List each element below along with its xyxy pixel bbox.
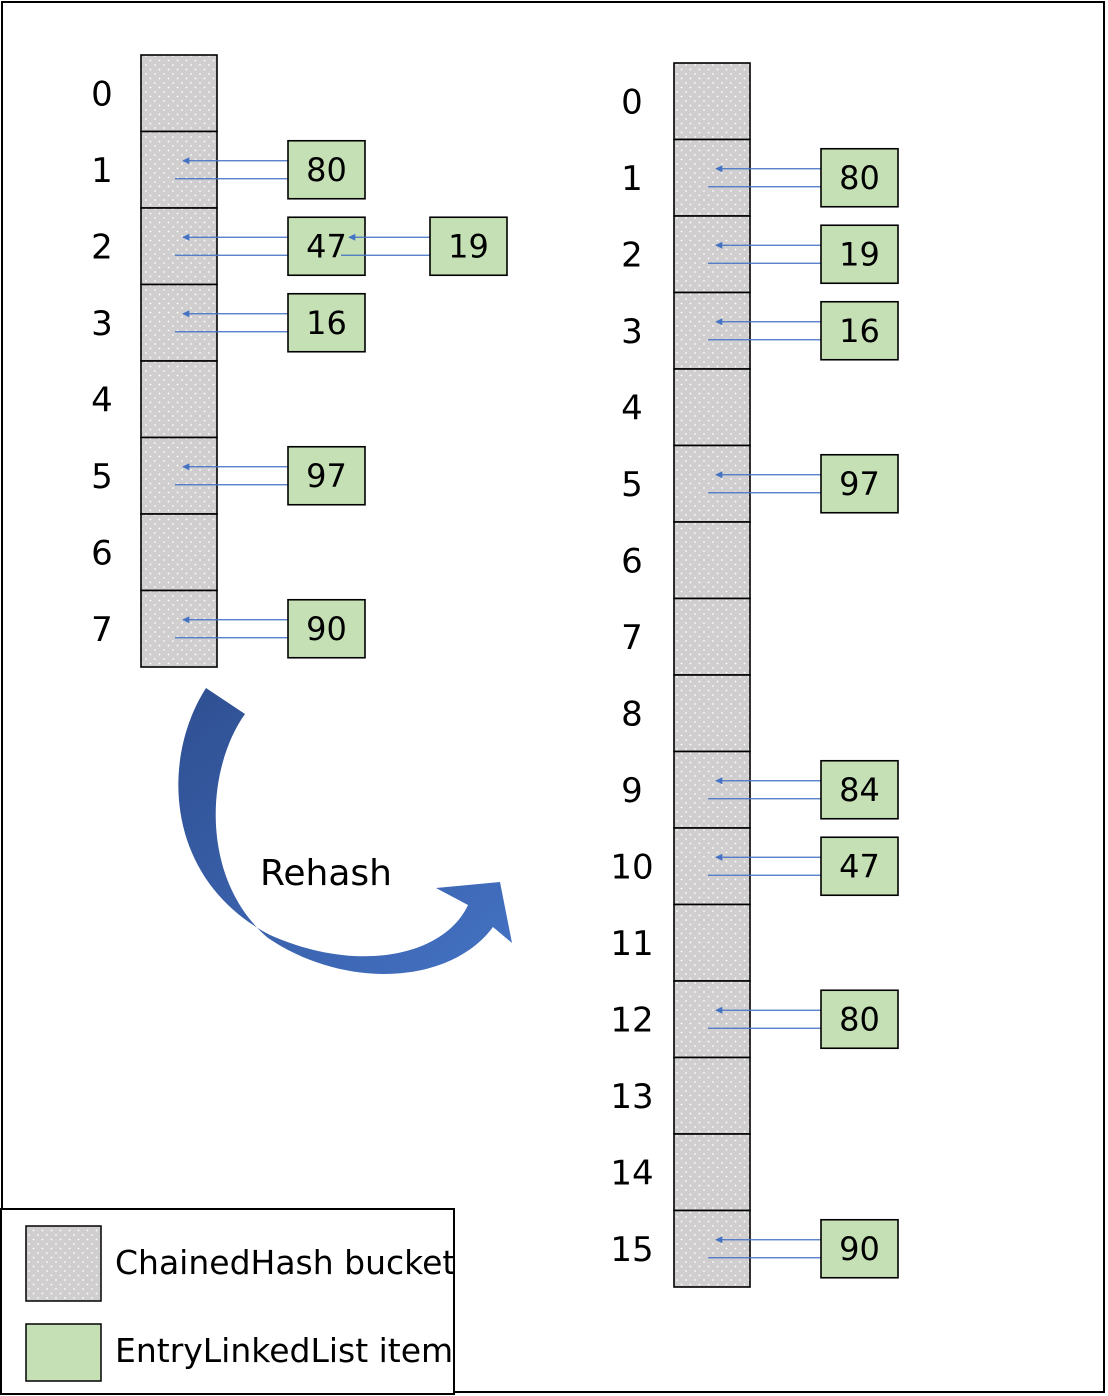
bucket-cell bbox=[673, 444, 751, 523]
list-item-value: 47 bbox=[306, 227, 347, 265]
list-item-value: 97 bbox=[306, 457, 347, 495]
bucket-index-label: 3 bbox=[91, 304, 113, 344]
bucket-cell bbox=[673, 827, 751, 906]
bucket-index-label: 9 bbox=[621, 771, 643, 811]
bucket-cell bbox=[673, 62, 751, 141]
bucket-index-label: 7 bbox=[91, 610, 113, 650]
bucket-cell bbox=[140, 207, 218, 286]
list-item-box bbox=[820, 147, 899, 208]
list-item-box bbox=[429, 216, 508, 277]
rehash-curved-arrow-icon bbox=[178, 688, 513, 974]
bucket-index-label: 15 bbox=[610, 1230, 653, 1270]
list-item-value: 90 bbox=[306, 610, 347, 648]
list-item-value: 80 bbox=[839, 1000, 880, 1038]
bucket-cell bbox=[673, 1133, 751, 1212]
legend-item-swatch bbox=[25, 1323, 102, 1382]
list-item-value: 16 bbox=[839, 312, 880, 350]
bucket-cell bbox=[673, 1056, 751, 1135]
bucket-index-label: 7 bbox=[621, 618, 643, 658]
bucket-cell bbox=[140, 54, 218, 133]
bucket-index-label: 1 bbox=[91, 151, 113, 191]
list-item-value: 84 bbox=[839, 771, 880, 809]
bucket-cell bbox=[140, 360, 218, 439]
bucket-index-label: 5 bbox=[91, 457, 113, 497]
bucket-index-label: 4 bbox=[621, 388, 643, 428]
legend: ChainedHash bucket EntryLinkedList item bbox=[0, 1208, 455, 1395]
bucket-cell bbox=[673, 750, 751, 829]
rehash-label: Rehash bbox=[260, 853, 392, 894]
bucket-index-label: 6 bbox=[91, 533, 113, 573]
legend-bucket-label: ChainedHash bucket bbox=[115, 1243, 455, 1282]
bucket-index-label: 0 bbox=[621, 82, 643, 122]
list-item-box bbox=[287, 445, 366, 506]
list-item-box bbox=[287, 139, 366, 200]
bucket-index-label: 11 bbox=[610, 924, 653, 964]
bucket-index-label: 4 bbox=[91, 380, 113, 420]
bucket-cell bbox=[673, 1209, 751, 1288]
bucket-cell bbox=[140, 436, 218, 515]
bucket-index-label: 6 bbox=[621, 541, 643, 581]
bucket-index-label: 8 bbox=[621, 694, 643, 734]
list-item-value: 16 bbox=[306, 304, 347, 342]
list-item-box bbox=[820, 989, 899, 1050]
bucket-cell bbox=[140, 513, 218, 592]
list-item-box bbox=[820, 836, 899, 897]
list-item-box bbox=[287, 216, 366, 277]
bucket-index-label: 2 bbox=[91, 227, 113, 267]
bucket-index-label: 0 bbox=[91, 74, 113, 114]
list-item-box bbox=[820, 1218, 899, 1279]
list-item-box bbox=[820, 300, 899, 361]
list-item-box bbox=[820, 759, 899, 820]
bucket-index-label: 3 bbox=[621, 312, 643, 352]
bucket-cell bbox=[673, 674, 751, 753]
bucket-index-label: 10 bbox=[610, 847, 653, 887]
bucket-index-label: 13 bbox=[610, 1077, 653, 1117]
legend-bucket-swatch bbox=[25, 1225, 102, 1302]
old-hash-table: 0 1 2 3 4 5 6 7 80 47 19 16 97 90 bbox=[91, 54, 508, 668]
list-item-value: 19 bbox=[839, 235, 880, 273]
list-item-box bbox=[287, 292, 366, 353]
bucket-cell bbox=[673, 138, 751, 217]
list-item-box bbox=[287, 598, 366, 659]
bucket-cell bbox=[673, 980, 751, 1059]
bucket-cell bbox=[140, 283, 218, 362]
bucket-cell bbox=[673, 215, 751, 294]
list-item-value: 90 bbox=[839, 1230, 880, 1268]
list-item-value: 80 bbox=[306, 151, 347, 189]
list-item-value: 80 bbox=[839, 159, 880, 197]
list-item-value: 47 bbox=[839, 847, 880, 885]
bucket-cell bbox=[673, 521, 751, 600]
bucket-cell bbox=[140, 589, 218, 668]
legend-item-label: EntryLinkedList item bbox=[115, 1331, 453, 1370]
bucket-index-label: 14 bbox=[610, 1153, 653, 1193]
bucket-cell bbox=[140, 130, 218, 209]
list-item-box bbox=[820, 453, 899, 514]
bucket-cell bbox=[673, 903, 751, 982]
bucket-cell bbox=[673, 597, 751, 676]
list-item-value: 19 bbox=[448, 227, 489, 265]
rehash-arrow: Rehash bbox=[178, 688, 513, 974]
bucket-index-label: 1 bbox=[621, 159, 643, 199]
bucket-index-label: 5 bbox=[621, 465, 643, 505]
list-item-box bbox=[820, 224, 899, 285]
bucket-cell bbox=[673, 368, 751, 447]
bucket-index-label: 12 bbox=[610, 1000, 653, 1040]
bucket-cell bbox=[673, 291, 751, 370]
bucket-index-label: 2 bbox=[621, 235, 643, 275]
list-item-value: 97 bbox=[839, 465, 880, 503]
